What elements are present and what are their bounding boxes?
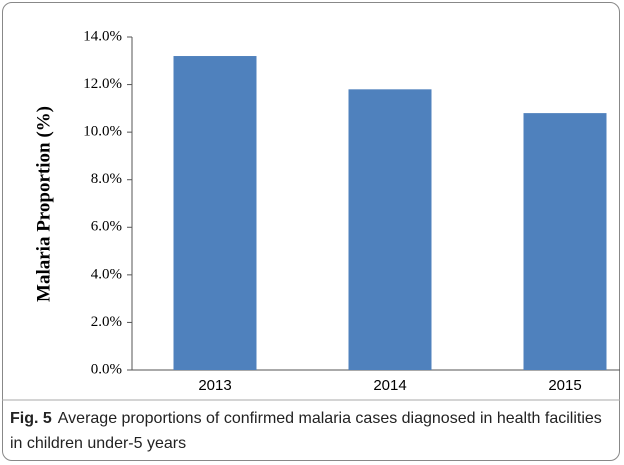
x-tick-label: 2014 [373,377,406,394]
y-tick-label: 4.0% [91,266,122,282]
caption: Fig. 5 Average proportions of confirmed m… [10,406,614,456]
y-tick-label: 8.0% [91,171,122,187]
x-tick-label: 2013 [198,377,231,394]
y-tick-label: 10.0% [83,124,122,140]
y-axis-title: Malaria Proportion (%) [33,106,54,302]
caption-text: Average proportions of confirmed malaria… [10,410,602,452]
figure-frame [2,2,620,461]
y-tick-label: 14.0% [83,28,122,44]
y-tick-label: 12.0% [83,76,122,92]
caption-label: Fig. 5 [10,410,52,427]
y-tick-label: 6.0% [91,219,122,235]
y-tick-label: 2.0% [91,314,122,330]
bar [173,56,257,371]
x-tick-label: 2015 [548,377,581,394]
bar [348,89,432,370]
y-tick-label: 0.0% [91,361,122,377]
bar [523,113,607,370]
